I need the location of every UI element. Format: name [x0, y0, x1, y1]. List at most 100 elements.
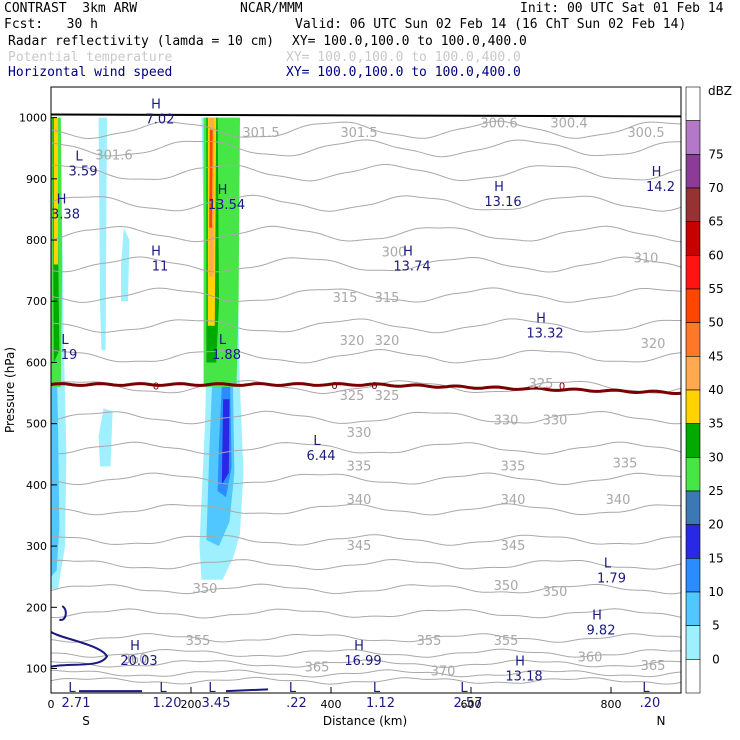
colorbar-swatch-12 — [685, 490, 701, 525]
y-tick-label-8: 900 — [26, 173, 47, 186]
reflectivity-area-13 — [53, 117, 58, 265]
wind-extremum-mark-6: L — [642, 681, 650, 696]
wind-extremum-value-15: 13.32 — [526, 327, 563, 342]
x-tick-label-2: 400 — [321, 698, 342, 711]
theta-label-15: 340 — [606, 493, 631, 508]
axes-layer: 0 200 400 600 800 100 200 300 400 500 600 700 800 900… — [19, 112, 622, 711]
theta-contour-18 — [51, 225, 681, 243]
wind-label-layer: L2.71L1.20L3.45L.22L1.12L2.57L.20H20.03H… — [51, 97, 675, 710]
init-time: Init: 00 UTC Sat 01 Feb 14 — [520, 1, 724, 16]
colorbar-label-8: 40 — [708, 383, 723, 397]
theta-label-5: 355 — [186, 634, 211, 649]
wind-extremum-mark-0: L — [68, 681, 76, 696]
org-label: NCAR/MMM — [240, 1, 303, 16]
theta-contour-1 — [51, 669, 681, 678]
y-tick-label-4: 500 — [26, 418, 47, 431]
wind-extremum-value-8: 16.99 — [344, 654, 381, 669]
colorbar-swatch-2 — [685, 154, 701, 189]
theta-contour-5 — [51, 608, 681, 619]
wind-extremum-value-4: 1.12 — [366, 696, 395, 711]
y-axis-title: Pressure (hPa) — [3, 347, 17, 433]
wind-extremum-mark-22: L — [75, 149, 83, 164]
theta-label-30: 310 — [634, 251, 659, 266]
colorbar: 0 5 10 15 20 25 30 35 40 45 50 55 60 65 70 75 — [685, 86, 724, 694]
theta-contour-10 — [51, 472, 681, 486]
colorbar-swatch-11 — [685, 457, 701, 492]
x-tick-label-1: 200 — [181, 698, 202, 711]
colorbar-label-0: 0 — [712, 652, 720, 666]
theta-contour-0 — [51, 676, 681, 685]
colorbar-unit: dBZ — [708, 84, 732, 98]
colorbar-label-11: 55 — [708, 282, 723, 296]
wind-extremum-mark-16: H — [151, 244, 161, 259]
colorbar-label-15: 75 — [708, 147, 723, 161]
theta-contour-13 — [51, 379, 681, 395]
theta-label-6: 355 — [417, 634, 442, 649]
wind-extremum-mark-14: L — [219, 333, 227, 348]
theta-contour-7 — [51, 558, 681, 570]
colorbar-swatch-4 — [685, 221, 701, 256]
theta-label-7: 355 — [494, 634, 519, 649]
theta-label-12: 345 — [501, 539, 526, 554]
colorbar-swatch-13 — [685, 524, 701, 559]
colorbar-swatch-8 — [685, 356, 701, 391]
x-end-label-north: N — [657, 714, 666, 728]
reflectivity-area-3 — [98, 117, 107, 351]
colorbar-swatch-6 — [685, 288, 701, 323]
theta-label-35: 300.6 — [480, 117, 517, 132]
colorbar-swatch-9 — [685, 389, 701, 424]
wind-extremum-mark-11: L — [604, 557, 612, 572]
y-tick-label-9: 1000 — [19, 112, 47, 125]
theta-contour-15 — [51, 318, 681, 334]
theta-label-18: 335 — [613, 456, 638, 471]
theta-contour-19 — [51, 194, 681, 212]
wind-extremum-value-13: 19 — [61, 348, 78, 363]
colorbar-swatch-0 — [685, 86, 701, 121]
wind-extremum-mark-19: H — [218, 183, 228, 198]
colorbar-label-13: 65 — [708, 215, 723, 229]
x-end-label-south: S — [82, 714, 90, 728]
colorbar-label-10: 50 — [708, 316, 723, 330]
wind-extremum-value-16: 11 — [152, 259, 169, 274]
theta-label-8: 350 — [193, 582, 218, 597]
reflectivity-area-4 — [121, 227, 130, 302]
theta-label-11: 345 — [347, 539, 372, 554]
theta-label-layer: 360 365 370 365 360 355 355 355 350 350 350 345 345 3… — [95, 117, 665, 680]
theta-contour-11 — [51, 441, 681, 455]
zero-isotherm — [51, 382, 681, 395]
field-theta-name: Potential temperature — [8, 50, 173, 65]
wind-extremum-value-1: 1.20 — [153, 696, 182, 711]
colorbar-swatch-10 — [685, 423, 701, 458]
wind-extremum-value-2: 3.45 — [202, 696, 231, 711]
wind-extremum-mark-4: L — [373, 681, 381, 696]
zero-isotherm-label-0: 0 — [153, 382, 159, 393]
reflectivity-area-8 — [221, 399, 230, 485]
theta-label-33: 301.5 — [242, 126, 279, 141]
field-reflectivity-name: Radar reflectivity (lamda = 10 cm) — [8, 34, 275, 49]
zero-isotherm-layer — [51, 113, 681, 395]
wind-extremum-value-20: 13.16 — [484, 195, 521, 210]
zero-isotherm-label-2: 0 — [371, 381, 377, 392]
colorbar-swatch-14 — [685, 558, 701, 593]
theta-label-22: 325 — [340, 389, 365, 404]
valid-time: Valid: 06 UTC Sun 02 Feb 14 (16 ChT Sun … — [295, 17, 687, 32]
theta-contour-6 — [51, 583, 681, 595]
field-theta-xy: XY= 100.0,100.0 to 100.0,400.0 — [286, 50, 521, 65]
wind-extremum-mark-13: L — [61, 333, 69, 348]
theta-label-10: 350 — [543, 585, 568, 600]
theta-contour-22 — [51, 120, 681, 140]
wind-extremum-mark-21: H — [652, 165, 662, 180]
wind-extremum-value-17: 13.74 — [393, 259, 430, 274]
x-tick-label-3: 600 — [461, 698, 482, 711]
wind-extremum-value-21: 14.2 — [646, 180, 675, 195]
zero-isotherm-label-1: 0 — [331, 381, 337, 392]
theta-label-9: 350 — [494, 579, 519, 594]
theta-label-4: 360 — [578, 650, 603, 665]
field-wind-xy: XY= 100.0,100.0 to 100.0,400.0 — [286, 65, 521, 80]
y-tick-label-0: 100 — [26, 663, 47, 676]
field-wind-name: Horizontal wind speed — [8, 65, 173, 80]
wind-extremum-mark-23: H — [151, 97, 161, 112]
theta-contour-20 — [51, 164, 681, 182]
wind-extremum-mark-8: H — [354, 639, 364, 654]
theta-contour-2 — [51, 659, 681, 668]
